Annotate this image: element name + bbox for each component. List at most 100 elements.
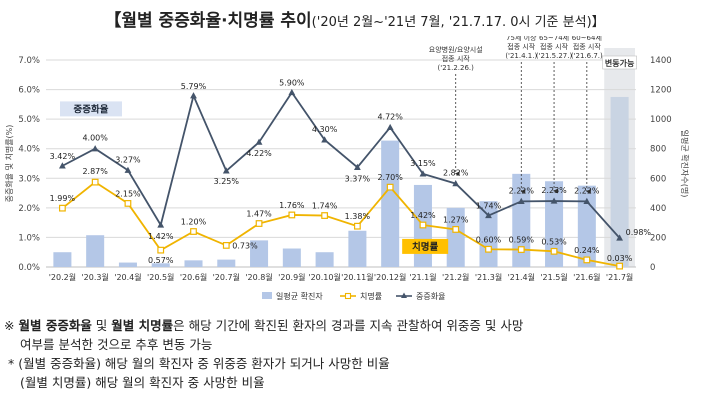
- fatality-rate-label: 0.60%: [476, 235, 502, 244]
- fatality-rate-point: [321, 212, 329, 219]
- footnote-line-2: 여부를 분석한 것으로 추후 변동 가능: [20, 337, 213, 352]
- y-right-tick-label: 1200: [650, 86, 672, 96]
- vaccination-annotation-text: 접종 시작: [507, 42, 536, 51]
- vaccination-annotation-text: ('21.2.26.): [438, 64, 475, 72]
- callout-fatal-box: [402, 238, 449, 254]
- x-tick-label: '21.1월: [409, 272, 436, 282]
- severe-rate-label: 2.22%: [574, 186, 600, 195]
- vaccination-annotation-text: 75세 이상: [506, 36, 537, 42]
- fatality-rate-label: 1.38%: [345, 212, 371, 221]
- fatality-rate-point: [255, 220, 263, 227]
- callout-severe-label: 중증화율: [74, 103, 109, 115]
- vaccination-annotation-text: ('21.4.1.): [505, 52, 537, 60]
- bar-daily-confirmed: [118, 262, 137, 267]
- fatality-rate-label: 0.24%: [574, 246, 600, 255]
- fatality-rate-point: [419, 221, 427, 229]
- fatality-rate-label: 0.53%: [541, 237, 567, 246]
- severe-rate-label: 2.22%: [509, 186, 535, 195]
- y-right-tick-label: 400: [650, 204, 666, 214]
- fatality-rate-label: 0.59%: [509, 236, 535, 245]
- severe-rate-label: 3.25%: [214, 177, 240, 186]
- bar-daily-confirmed: [446, 207, 465, 267]
- severe-rate-point: [91, 145, 99, 152]
- fatality-rate-point: [91, 178, 99, 186]
- x-tick-label: '21.7월: [606, 272, 633, 282]
- x-tick-label: '20.6월: [180, 272, 207, 282]
- severe-rate-point: [419, 170, 427, 177]
- variable-box: [602, 55, 637, 70]
- bar-daily-confirmed: [86, 235, 105, 267]
- bar-daily-confirmed: [545, 181, 564, 267]
- fatality-rate-point: [386, 183, 394, 191]
- footnote-line-1: ※ 월별 중증화율 및 월별 치명률은 해당 기간에 확진된 환자의 경과를 지…: [0, 316, 709, 335]
- bar-daily-confirmed: [381, 140, 400, 267]
- fatality-rate-label: 0.03%: [607, 254, 633, 263]
- title-main: 【월별 중증화율·치명률 추이: [104, 11, 312, 31]
- bar-daily-confirmed: [315, 252, 334, 267]
- fatality-rate-label: 0.57%: [148, 256, 174, 265]
- vaccination-annotation-text: 60~64세: [572, 36, 602, 42]
- bar-daily-confirmed: [53, 252, 72, 267]
- x-tick-label: '21.5월: [540, 272, 567, 282]
- legend-label-fatal: 치명률: [360, 291, 382, 301]
- x-tick-label: '21.4월: [508, 272, 535, 282]
- severe-rate-point: [452, 180, 460, 187]
- severe-rate-label: 2.23%: [541, 186, 567, 195]
- y-right-axis-title: 일평균 확진자수(명): [680, 130, 690, 198]
- x-tick-label: '20.7월: [213, 272, 240, 282]
- severe-rate-label: 1.42%: [148, 232, 174, 241]
- fatality-rate-line: [61, 181, 620, 267]
- fatality-rate-point: [157, 246, 165, 254]
- bar-daily-confirmed: [348, 230, 367, 267]
- severe-rate-point: [321, 136, 329, 143]
- bar-daily-confirmed: [184, 260, 203, 267]
- severe-rate-point: [157, 221, 165, 228]
- severe-rate-label: 3.42%: [50, 152, 76, 161]
- fatality-rate-label: 1.27%: [443, 215, 469, 224]
- fatality-rate-label: 1.42%: [410, 211, 436, 220]
- severe-rate-point: [485, 211, 492, 219]
- vaccination-annotation-text: 접종 시작: [442, 54, 471, 63]
- x-tick-label: '20.5월: [147, 272, 174, 282]
- x-tick-label: '20.8월: [245, 272, 272, 282]
- x-tick-label: '20.11월: [341, 272, 373, 282]
- y-right-tick-label: 1000: [650, 115, 672, 125]
- fatality-rate-label: 0.73%: [232, 241, 258, 250]
- severe-rate-point: [550, 197, 558, 204]
- x-tick-label: '20.10월: [308, 272, 340, 282]
- fatality-rate-point: [222, 242, 230, 249]
- footnote-mark: ※: [4, 318, 15, 333]
- fatality-rate-label: 1.74%: [312, 202, 338, 211]
- vaccination-annotation-text: 65~74세: [539, 36, 569, 42]
- severe-rate-point: [517, 197, 525, 204]
- fatality-rate-point: [485, 245, 492, 253]
- callout-fatal-label: 치명률: [412, 241, 438, 253]
- y-left-tick-label: 4.0%: [18, 145, 40, 155]
- severe-rate-point: [616, 234, 624, 241]
- footnote-line-4: (월별 치명률) 해당 월의 확진자 중 사망한 비율: [20, 375, 265, 390]
- footnote-line-3: * (월별 중증화율) 해당 월의 확진자 중 위중증 환자가 되거나 사망한 …: [8, 356, 390, 371]
- fatality-rate-point: [517, 246, 525, 253]
- severe-rate-label: 4.72%: [377, 112, 403, 121]
- severe-rate-label: 4.22%: [246, 149, 272, 158]
- severe-rate-label: 5.90%: [279, 79, 305, 88]
- severe-rate-point: [190, 92, 197, 99]
- bar-daily-confirmed: [610, 96, 629, 267]
- fatality-rate-label: 1.76%: [279, 201, 305, 210]
- y-left-tick-label: 3.0%: [18, 174, 40, 184]
- bar-daily-confirmed: [479, 201, 498, 267]
- severe-rate-label: 1.74%: [476, 202, 502, 211]
- y-left-tick-label: 2.0%: [18, 204, 40, 214]
- bar-daily-confirmed: [282, 248, 301, 267]
- severe-rate-label: 3.37%: [345, 174, 371, 183]
- severe-rate-label: 3.27%: [115, 155, 141, 164]
- legend-swatch-bar: [262, 292, 272, 299]
- callout-severe-box: [60, 101, 122, 117]
- legend-swatch-fatal-marker: [344, 292, 352, 300]
- y-left-tick-label: 6.0%: [18, 86, 40, 96]
- x-tick-label: '20.12월: [374, 272, 406, 282]
- fatality-rate-label: 1.99%: [50, 194, 76, 203]
- severe-rate-point: [288, 88, 296, 96]
- y-left-tick-label: 1.0%: [18, 233, 40, 243]
- y-left-tick-label: 5.0%: [18, 115, 40, 125]
